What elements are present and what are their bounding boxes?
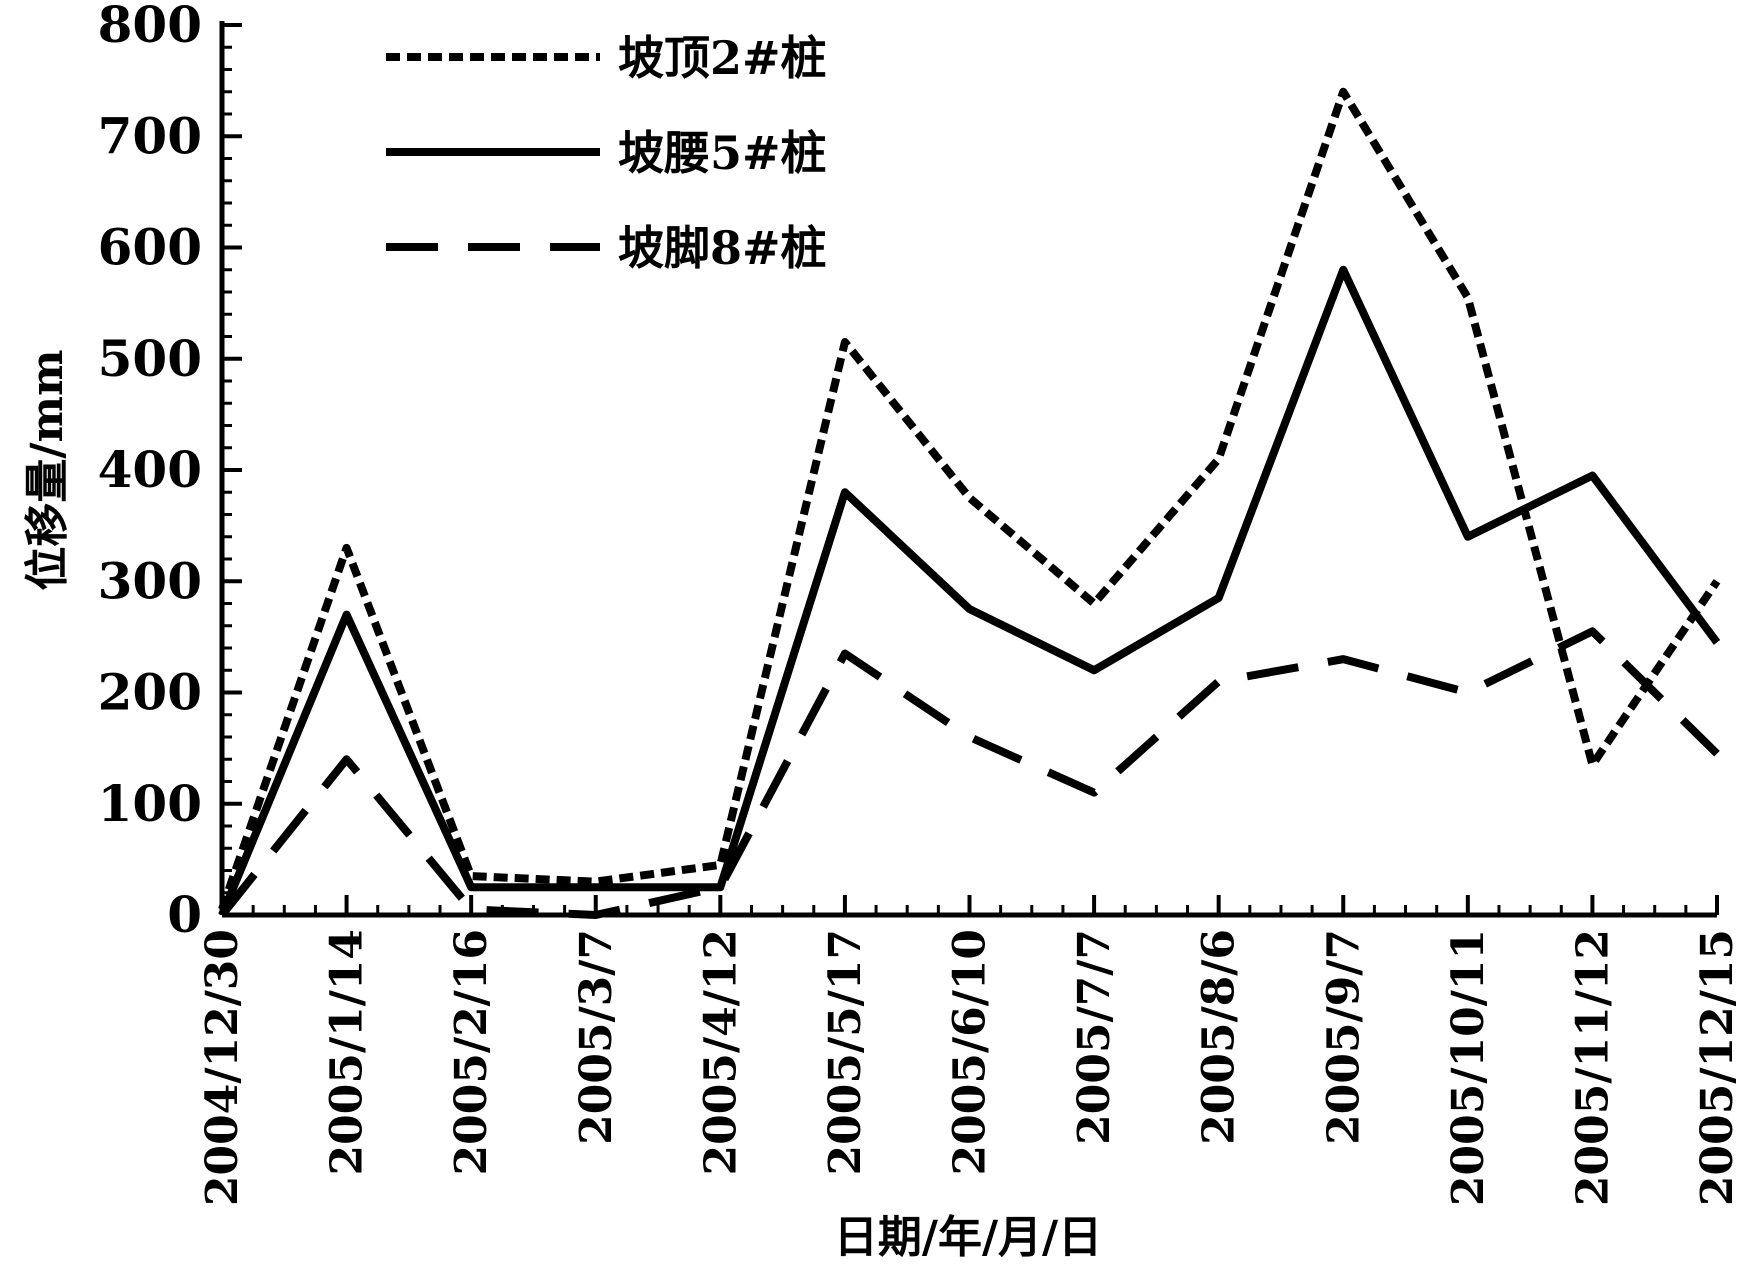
x-tick-label: 2005/10/11: [1443, 929, 1494, 1206]
y-axis-title: 位移量/mm: [22, 349, 73, 590]
x-tick-label: 2005/6/10: [945, 929, 996, 1175]
y-tick-label: 400: [98, 440, 202, 499]
y-tick-label: 100: [98, 774, 202, 833]
x-tick-label: 2005/9/7: [1318, 929, 1369, 1145]
x-tick-label: 2005/8/6: [1194, 929, 1245, 1145]
x-tick-label: 2005/7/7: [1069, 929, 1120, 1145]
series-line-dotted: [218, 87, 1721, 911]
y-tick-label: 800: [98, 0, 202, 54]
y-tick-label: 700: [98, 106, 202, 165]
series-line-solid: [218, 265, 1721, 917]
legend-label: 坡顶2#桩: [618, 31, 827, 85]
series-layer: [218, 87, 1721, 919]
x-tick-label: 2005/12/15: [1692, 929, 1743, 1206]
y-tick-label: 300: [98, 551, 202, 610]
y-tick-label: 0: [167, 885, 202, 944]
y-tick-label: 600: [98, 218, 202, 277]
x-tick-label: 2005/3/7: [571, 929, 622, 1145]
y-tick-label: 500: [98, 329, 202, 388]
x-tick-label: 2005/2/16: [446, 929, 497, 1175]
y-tick-label: 200: [98, 663, 202, 722]
x-tick-label: 2005/1/14: [322, 929, 373, 1175]
x-axis-ticks: 2004/12/30 2005/1/14 2005/2/16 2005/3/7 2005…: [197, 895, 1743, 1206]
series-line-dashed: [218, 627, 1720, 919]
x-tick-label: 2004/12/30: [197, 929, 248, 1206]
legend-label: 坡脚8#桩: [618, 221, 827, 275]
y-axis-ticks: 0 100 200 300 400 500 600 700 800: [98, 0, 242, 944]
x-tick-label: 2005/5/17: [820, 929, 871, 1175]
legend-label: 坡腰5#桩: [618, 126, 827, 180]
x-axis-title: 日期/年/月/日: [834, 1212, 1102, 1263]
x-tick-label: 2005/4/12: [695, 929, 746, 1175]
x-tick-label: 2005/11/12: [1567, 929, 1618, 1206]
